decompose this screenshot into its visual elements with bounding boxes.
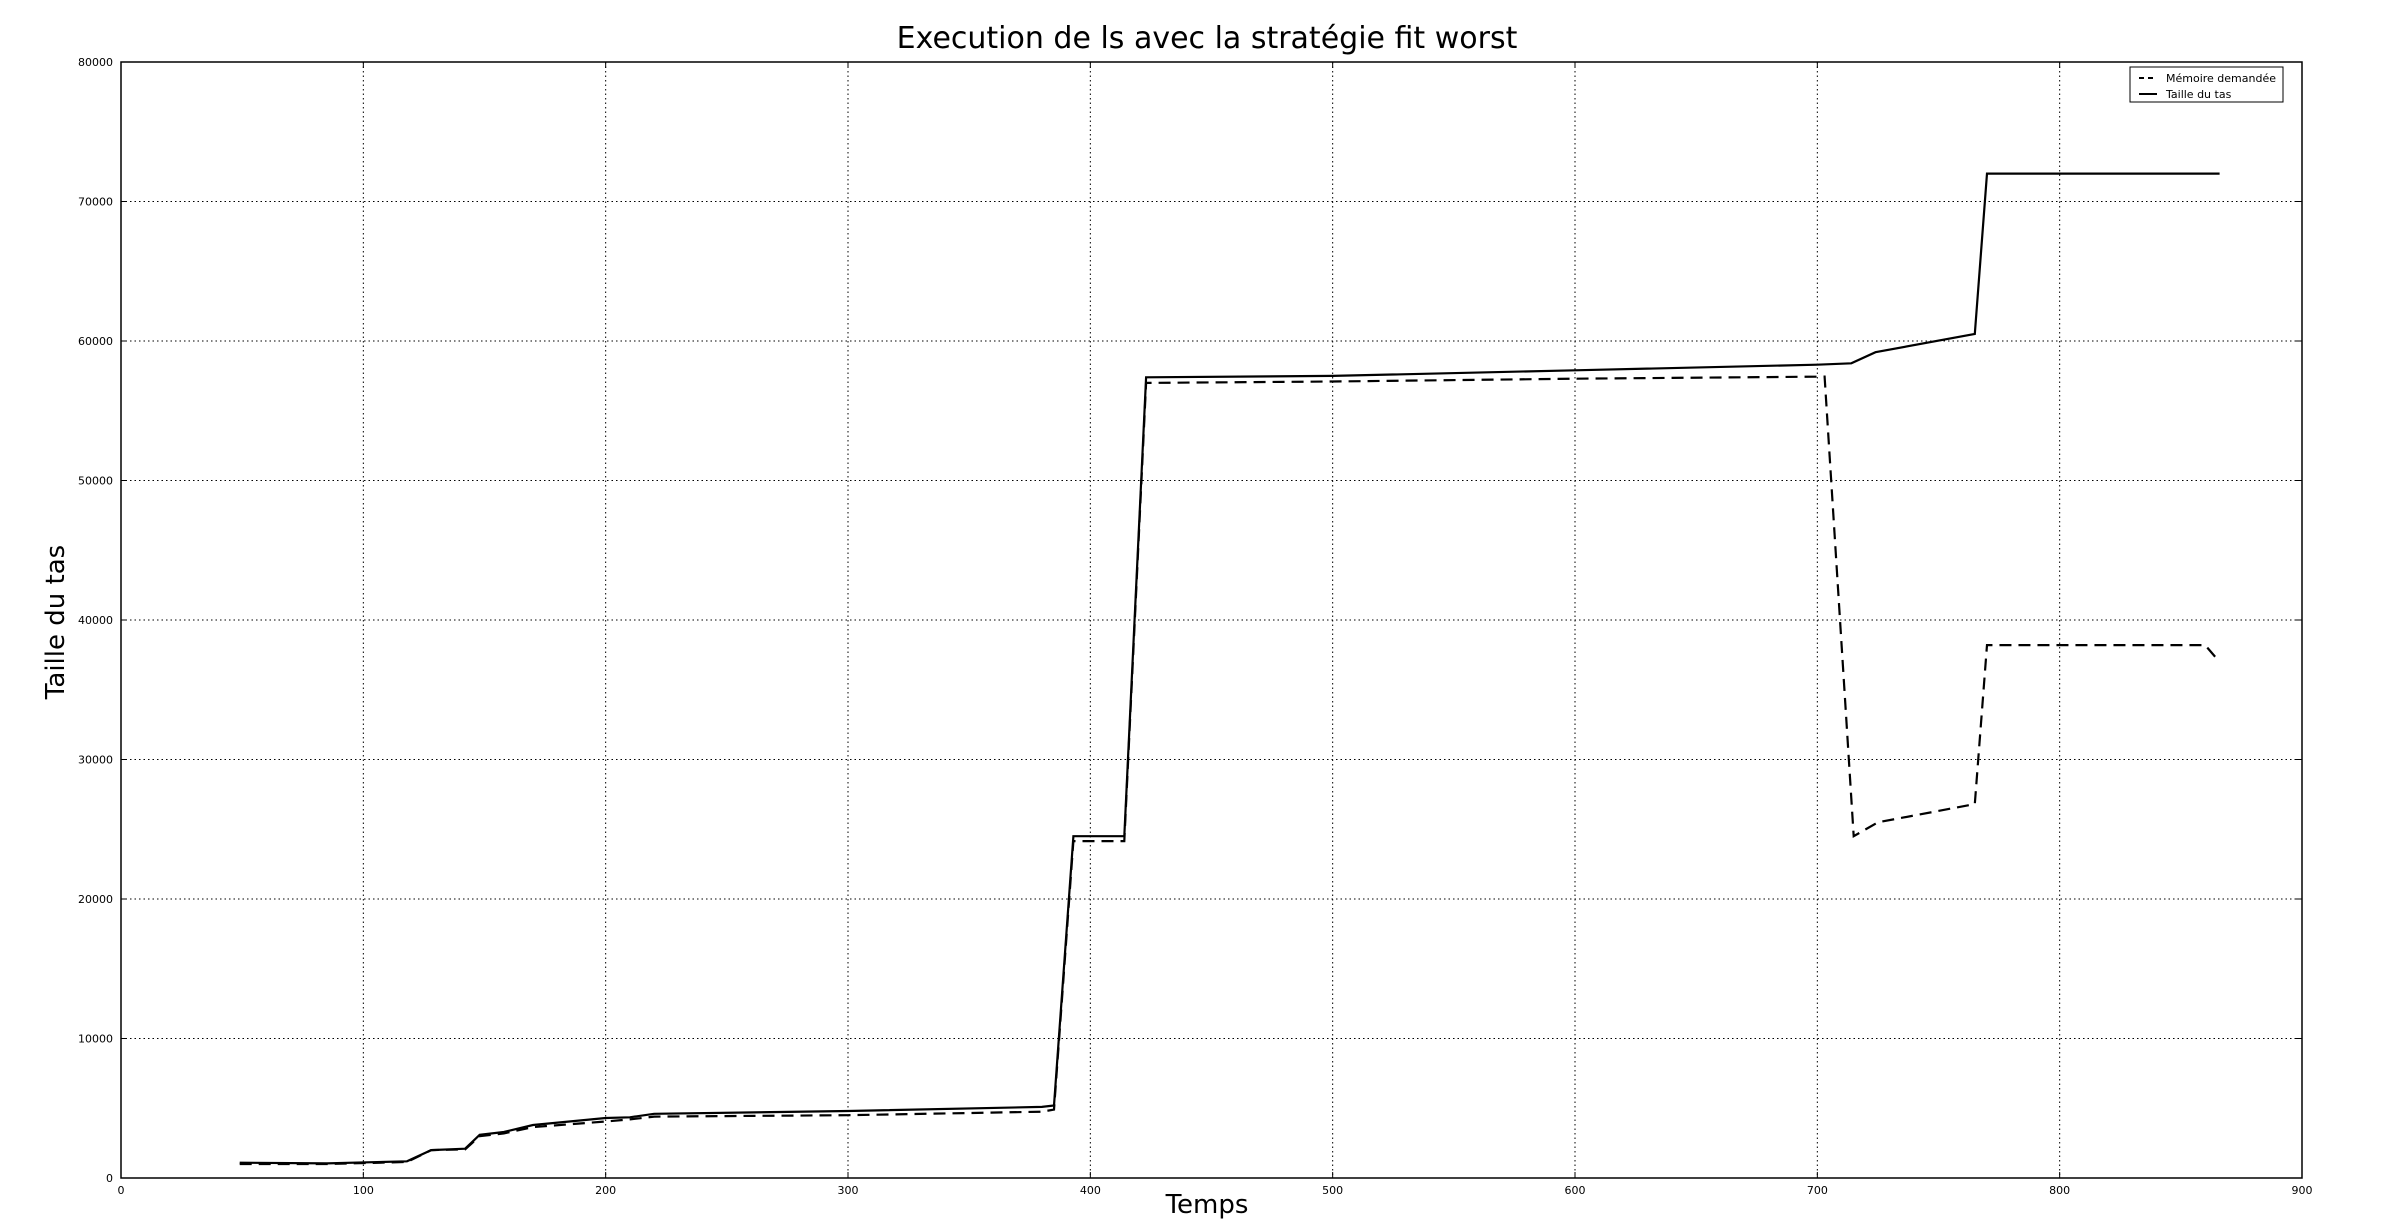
y-tick-label: 30000 <box>78 754 113 767</box>
y-axis-label: Taille du tas <box>41 545 71 700</box>
x-tick-label: 0 <box>118 1184 125 1197</box>
y-tick-label: 80000 <box>78 56 113 69</box>
grid-lines <box>120 61 2303 1179</box>
axis-ticks: 0 100 200 300 400 500 600 700 800 900 0 10000 20000 3… <box>78 56 2313 1197</box>
y-tick-label: 20000 <box>78 893 113 906</box>
legend: Mémoire demandée Taille du tas <box>2129 66 2284 103</box>
x-tick-label: 100 <box>353 1184 374 1197</box>
y-tick-label: 50000 <box>78 475 113 488</box>
x-axis-label: Temps <box>1165 1190 1249 1220</box>
x-tick-label: 500 <box>1322 1184 1343 1197</box>
series-line-taille-du-tas <box>239 172 2220 1165</box>
x-tick-label: 600 <box>1565 1184 1586 1197</box>
x-tick-label: 300 <box>838 1184 859 1197</box>
x-tick-label: 700 <box>1807 1184 1828 1197</box>
legend-label: Mémoire demandée <box>2166 72 2276 85</box>
legend-box <box>2129 66 2284 103</box>
y-tick-label: 40000 <box>78 614 113 627</box>
series-lines <box>239 172 2221 1166</box>
x-tick-label: 200 <box>595 1184 616 1197</box>
series-line-memoire-demandee <box>239 375 2221 1166</box>
x-tick-label: 900 <box>2292 1184 2313 1197</box>
chart-title: Execution de ls avec la stratégie fit wo… <box>897 21 1518 56</box>
y-tick-label: 60000 <box>78 335 113 348</box>
y-tick-label: 0 <box>106 1172 113 1185</box>
legend-label: Taille du tas <box>2165 88 2232 101</box>
x-tick-label: 800 <box>2049 1184 2070 1197</box>
y-tick-label: 70000 <box>78 196 113 209</box>
y-tick-label: 10000 <box>78 1033 113 1046</box>
x-tick-label: 400 <box>1080 1184 1101 1197</box>
